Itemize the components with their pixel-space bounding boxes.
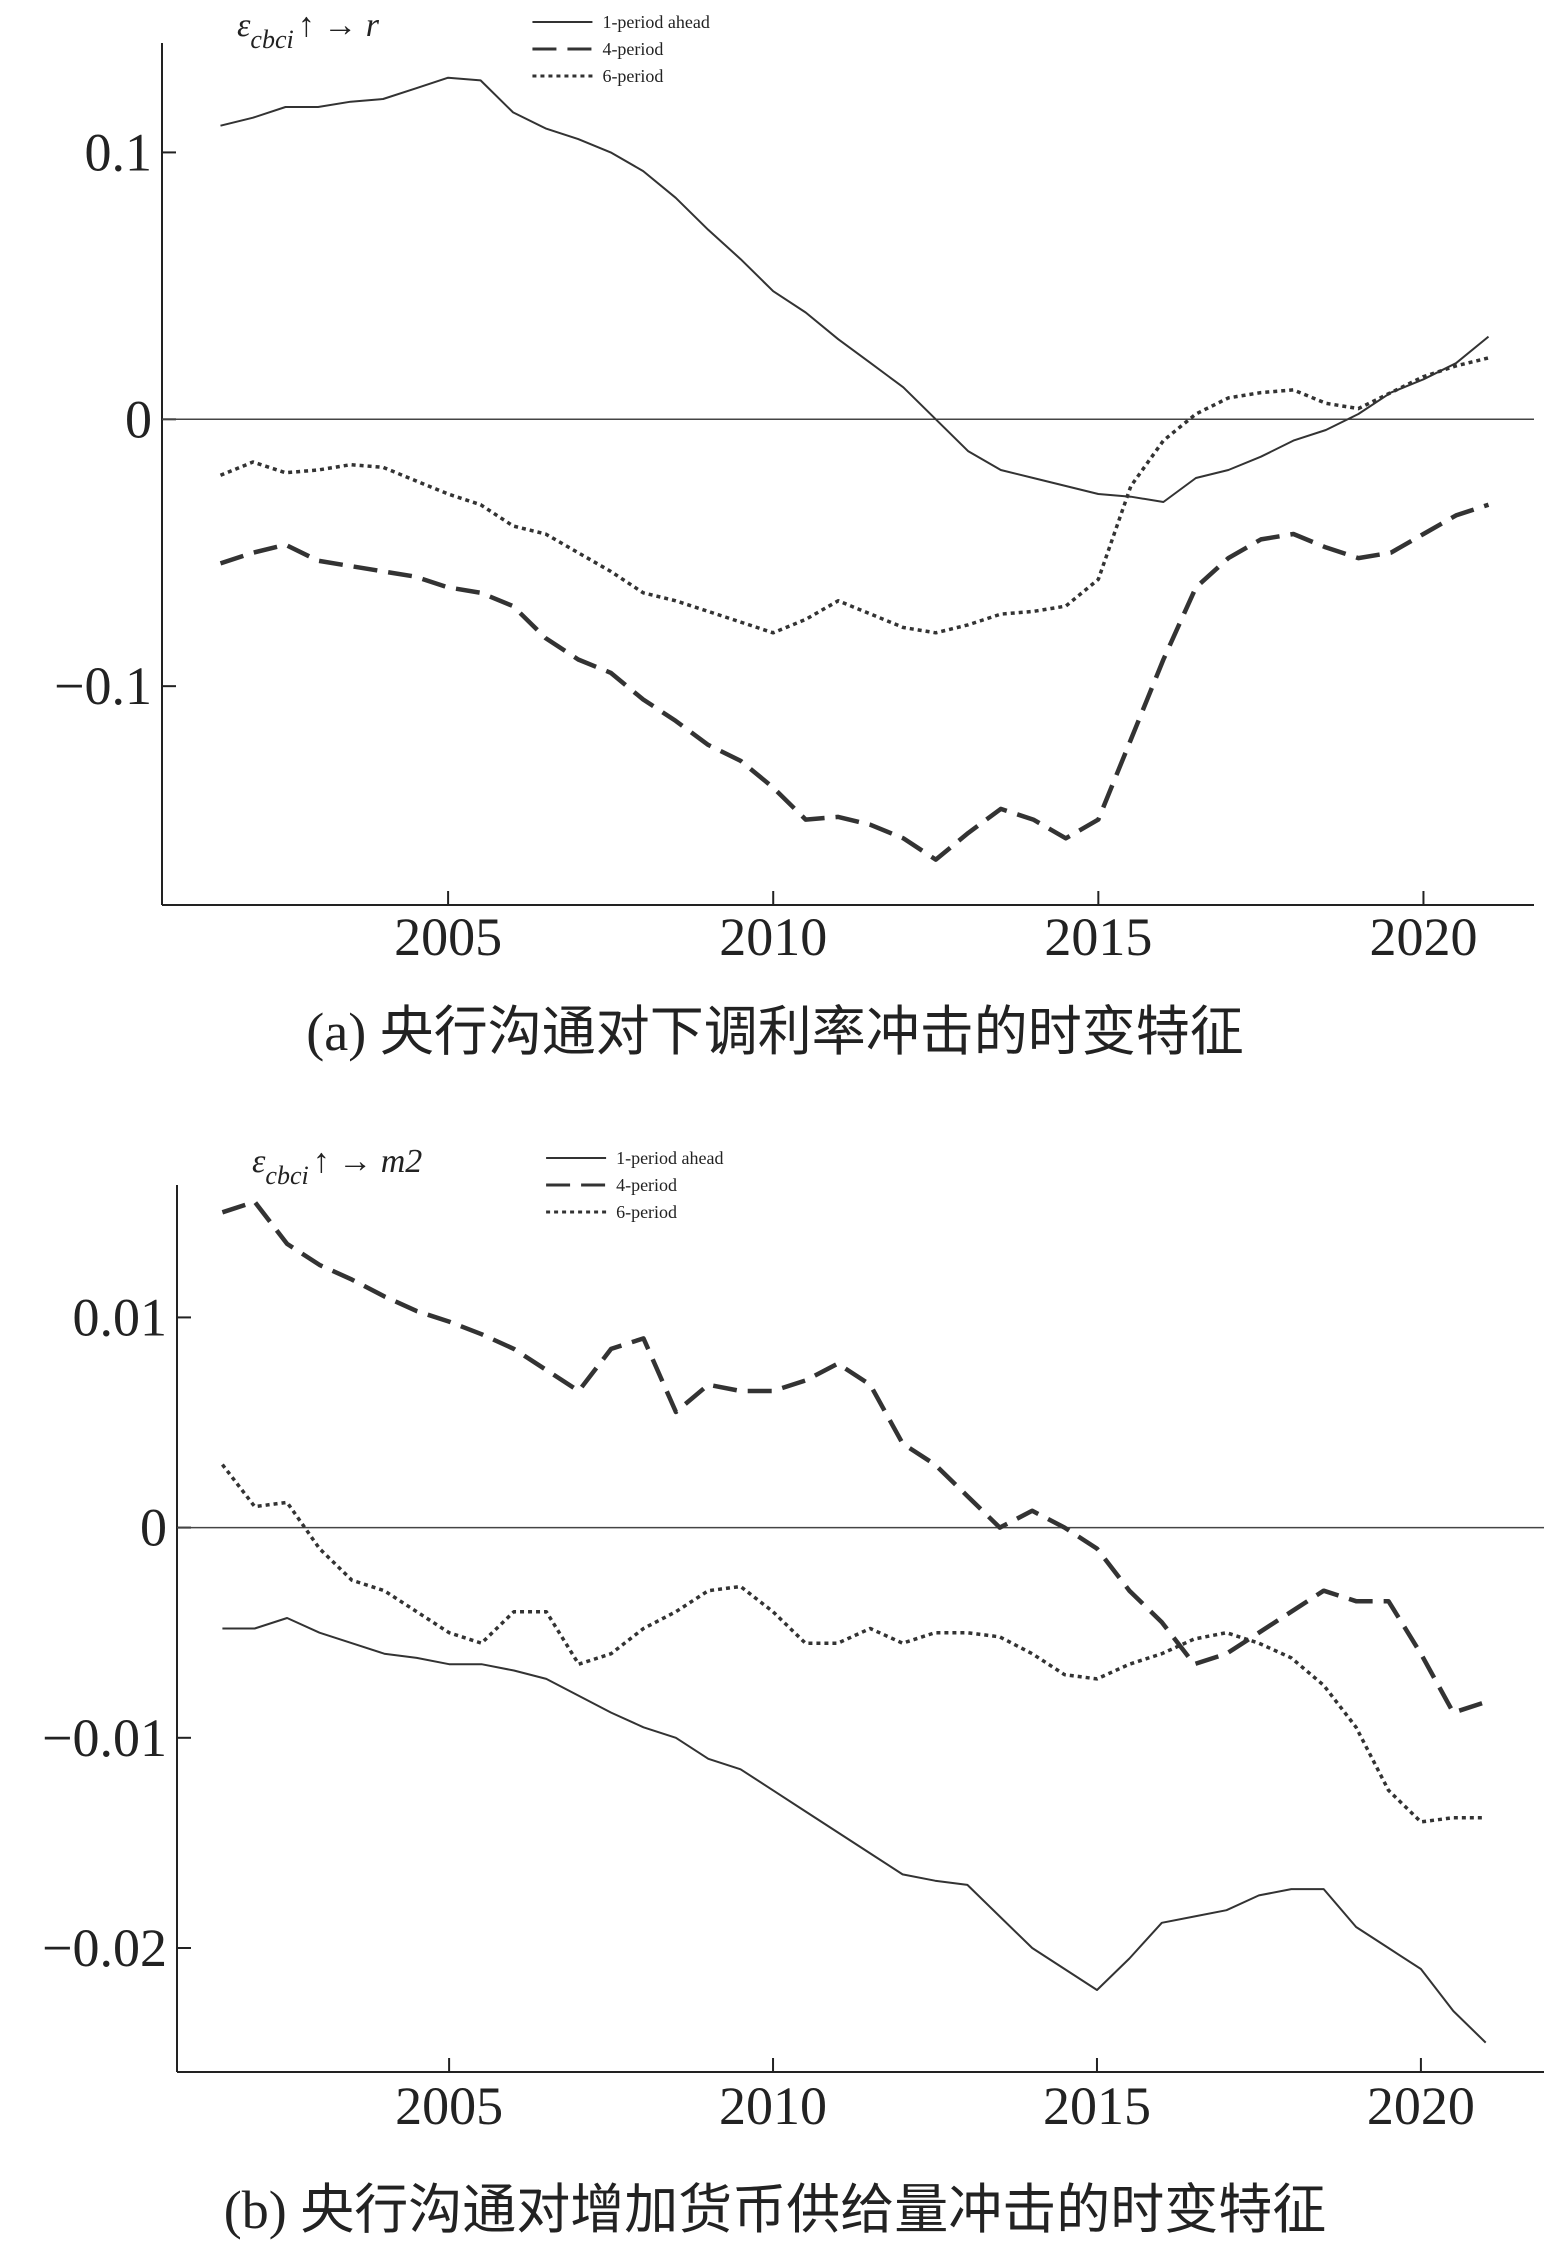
annotation-part: ε	[252, 1143, 266, 1180]
legend-label: 1-period ahead	[616, 1148, 723, 1168]
line-series	[220, 76, 1490, 503]
y-tick-label: 0	[140, 1498, 167, 1558]
panel: −0.02 −0.01 0 0.01 2005 2010 2015 2020 εcbci ↑ → …	[42, 1143, 1544, 2240]
legend-label: 1-period ahead	[602, 12, 709, 32]
line-series	[219, 502, 1490, 862]
x-tick-label: 2020	[1369, 907, 1477, 967]
line-series	[221, 1199, 1487, 1715]
annotation-part: cbci	[250, 25, 293, 54]
legend-label: 4-period	[602, 39, 663, 59]
x-tick-label: 2005	[394, 907, 502, 967]
legend-label: 6-period	[616, 1202, 677, 1222]
y-tick-label: 0.1	[85, 122, 153, 182]
annotation: εcbci ↑ → m2	[252, 1143, 422, 1190]
x-tick-label: 2015	[1043, 2076, 1151, 2136]
x-tick-label: 2005	[395, 2076, 503, 2136]
x-tick-label: 2010	[719, 907, 827, 967]
caption: (a) 央行沟通对下调利率冲击的时变特征	[306, 1002, 1243, 1062]
x-tick-label: 2010	[719, 2076, 827, 2136]
legend-label: 6-period	[602, 66, 663, 86]
panel: −0.1 0 0.1 2005 2010 2015 2020 εcbci ↑ → r 1-peri…	[54, 7, 1534, 1062]
caption: (b) 央行沟通对增加货币供给量冲击的时变特征	[224, 2180, 1326, 2240]
y-tick-label: −0.01	[42, 1708, 167, 1768]
annotation-part: ε	[237, 7, 251, 44]
line-series	[221, 1463, 1486, 1824]
annotation-part: ↑ → m2	[313, 1143, 423, 1180]
annotation: εcbci ↑ → r	[237, 7, 380, 54]
legend-label: 4-period	[616, 1175, 677, 1195]
y-tick-label: 0.01	[73, 1287, 168, 1347]
y-tick-label: −0.1	[54, 656, 152, 716]
line-series	[222, 1617, 1487, 2044]
x-tick-label: 2020	[1367, 2076, 1475, 2136]
x-tick-label: 2015	[1044, 907, 1152, 967]
annotation-part: cbci	[265, 1161, 308, 1190]
y-tick-label: −0.02	[42, 1918, 167, 1978]
y-tick-label: 0	[125, 389, 152, 449]
line-series	[219, 356, 1489, 635]
annotation-part: ↑ → r	[298, 7, 380, 44]
